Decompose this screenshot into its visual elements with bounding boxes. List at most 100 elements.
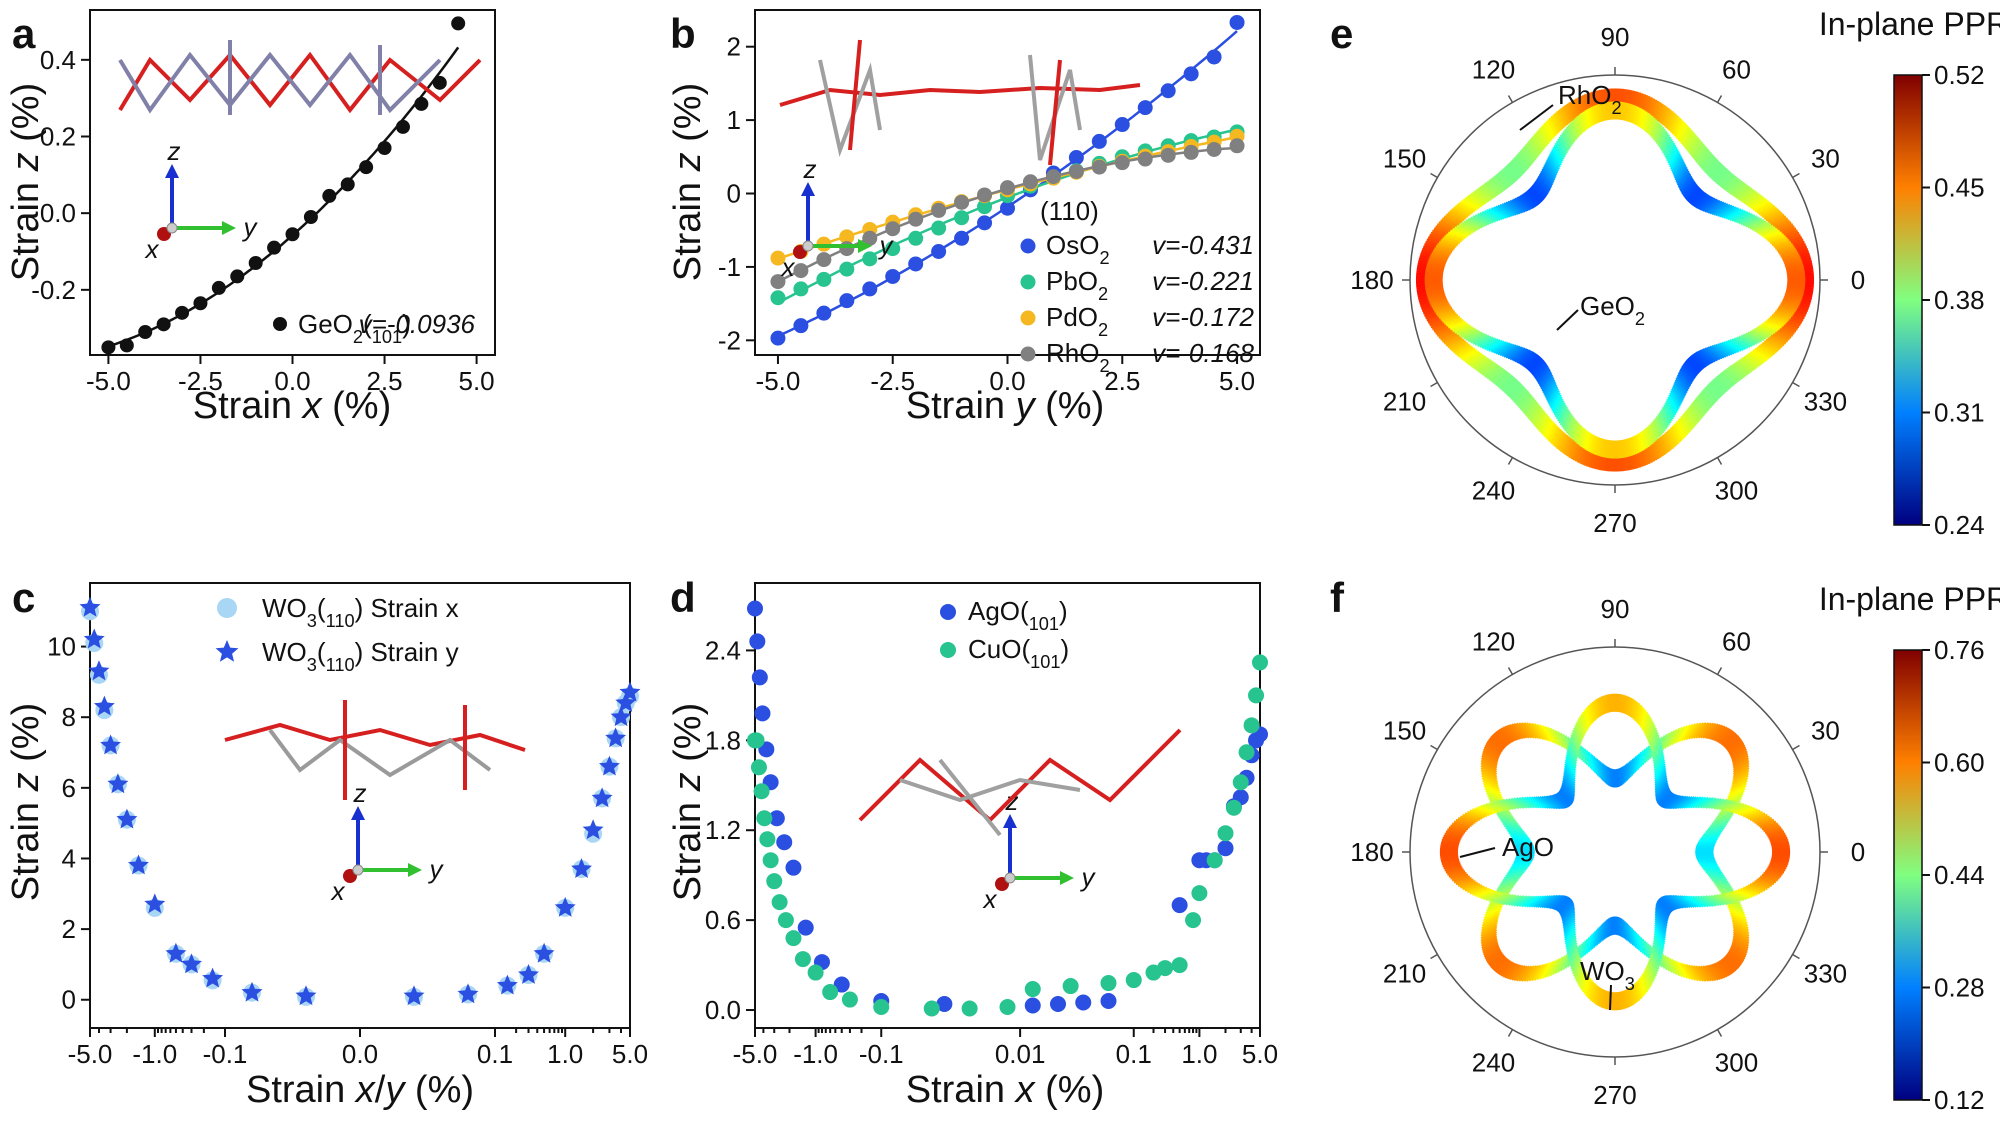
polar-curve-segment-geo2 — [1673, 382, 1685, 400]
polar-curve-segment-rho2 — [1540, 416, 1551, 435]
polar-curve-segment-rho2 — [1511, 385, 1526, 402]
polar-curve-segment-rho2 — [1682, 413, 1693, 431]
polar-curve-segment-rho2 — [1665, 431, 1674, 450]
data-point-wo3-strain-y — [241, 981, 263, 1002]
polar-curve-segment-geo2 — [1621, 439, 1626, 458]
polar-curve-segment-geo2 — [1654, 124, 1663, 143]
data-point-geo2 — [211, 280, 226, 295]
polar-curve-segment-geo2 — [1641, 111, 1648, 130]
polar-curve-segment-ago — [1692, 722, 1705, 739]
polar-curve-segment-rho2 — [1537, 129, 1548, 147]
polar-curve-segment-geo2 — [1619, 439, 1624, 459]
polar-curve-segment-wo3 — [1732, 804, 1751, 814]
polar-curve-segment-ago — [1486, 950, 1503, 965]
polar-curve-segment-rho2 — [1707, 161, 1722, 178]
polar-curve-segment-rho2 — [1480, 362, 1498, 376]
polar-curve-segment-rho2 — [1676, 420, 1687, 438]
data-point-cuo — [1206, 852, 1223, 869]
polar-curve-segment-wo3 — [1759, 875, 1779, 882]
data-point-wo3-strain-y — [496, 974, 518, 995]
polar-curve-segment-geo2 — [1599, 103, 1605, 122]
polar-curve-segment-geo2 — [1543, 164, 1556, 182]
polar-curve-segment-rho2 — [1715, 170, 1731, 185]
polar-curve-segment-ago — [1548, 727, 1560, 746]
polar-curve-segment-geo2 — [1670, 152, 1681, 170]
polar-curve-segment-rho2 — [1692, 400, 1705, 418]
polar-curve-segment-ago — [1543, 960, 1555, 979]
data-point-pdo2 — [839, 229, 855, 245]
polar-curve-segment-rho2 — [1754, 201, 1772, 213]
polar-curve-segment-geo2 — [1508, 346, 1525, 361]
polar-curve-segment-wo3 — [1767, 866, 1786, 872]
polar-curve-segment-ago — [1480, 920, 1498, 933]
polar-curve-segment-geo2 — [1628, 437, 1633, 457]
polar-curve-segment-rho2 — [1513, 388, 1528, 405]
x-tick-label: -2.5 — [870, 366, 915, 396]
polar-curve-segment-wo3 — [1595, 986, 1601, 1006]
data-point-cuo — [822, 984, 839, 1001]
polar-curve-segment-rho2 — [1745, 354, 1763, 366]
polar-curve-segment-geo2 — [1639, 431, 1646, 451]
polar-curve-segment-geo2 — [1510, 199, 1527, 213]
polar-curve-segment-ago — [1480, 758, 1498, 772]
polar-curve-segment-rho2 — [1696, 395, 1709, 413]
data-point-cuo — [999, 999, 1016, 1016]
polar-tick — [1430, 172, 1438, 179]
polar-curve-segment-rho2 — [1479, 185, 1496, 199]
polar-curve-segment-ago — [1556, 955, 1567, 973]
polar-curve-segment-rho2 — [1506, 381, 1522, 397]
polar-curve-segment-wo3 — [1726, 802, 1745, 813]
polar-curve-segment-geo2 — [1753, 327, 1772, 337]
polar-curve-segment-wo3 — [1586, 706, 1593, 725]
polar-curve-segment-geo2 — [1512, 198, 1529, 212]
polar-curve-segment-rho2 — [1445, 213, 1464, 223]
polar-curve-segment-geo2 — [1657, 413, 1666, 432]
data-point-oso2 — [1000, 200, 1015, 216]
polar-curve-segment-rho2 — [1439, 332, 1458, 341]
polar-curve-segment-ago — [1679, 724, 1692, 742]
polar-curve-segment-rho2 — [1752, 349, 1770, 360]
polar-curve-segment-geo2 — [1572, 422, 1581, 442]
polar-curve-segment-rho2 — [1731, 183, 1748, 197]
polar-curve-segment-rho2 — [1684, 132, 1696, 150]
polar-curve-segment-wo3 — [1747, 884, 1766, 892]
y-axis-label: y — [878, 230, 895, 260]
polar-curve-segment-rho2 — [1739, 357, 1757, 371]
polar-curve-segment-geo2 — [1570, 421, 1579, 440]
polar-curve-segment-rho2 — [1528, 403, 1541, 421]
polar-curve-segment-wo3 — [1766, 830, 1785, 836]
polar-curve-segment-rho2 — [1458, 201, 1476, 213]
polar-curve-segment-rho2 — [1438, 221, 1457, 230]
data-point-geo2 — [175, 305, 190, 320]
polar-curve-segment-rho2 — [1696, 147, 1709, 165]
polar-curve-segment-wo3 — [1607, 694, 1612, 713]
polar-curve-segment-ago — [1714, 962, 1729, 978]
polar-curve-segment-wo3 — [1622, 695, 1627, 714]
polar-curve-segment-geo2 — [1433, 306, 1453, 313]
polar-curve-segment-wo3 — [1457, 817, 1476, 824]
polar-curve-segment-rho2 — [1506, 163, 1522, 179]
polar-curve-segment-ago — [1730, 745, 1747, 760]
polar-angle-label: 30 — [1811, 144, 1840, 174]
polar-curve-segment-wo3 — [1599, 696, 1604, 716]
polar-curve-segment-rho2 — [1666, 429, 1676, 448]
polar-curve-segment-wo3 — [1768, 864, 1787, 870]
polar-curve-segment-rho2 — [1756, 203, 1774, 214]
polar-curve-segment-geo2 — [1676, 167, 1689, 185]
polar-curve-segment-geo2 — [1781, 300, 1800, 306]
polar-curve-segment-geo2 — [1449, 322, 1468, 331]
panel-letter-a: a — [12, 10, 36, 57]
polar-curve-segment-rho2 — [1642, 446, 1649, 466]
legend-nu-pdo2: v=-0.172 — [1152, 302, 1254, 332]
x-tick-label: 5.0 — [1219, 366, 1255, 396]
polar-curve-segment-ago — [1535, 723, 1548, 741]
x-axis-title: Strain x/y (%) — [246, 1069, 474, 1111]
polar-curve-segment-geo2 — [1632, 105, 1638, 124]
z-axis-label: z — [803, 154, 817, 184]
polar-curve-segment-rho2 — [1759, 206, 1778, 217]
data-point-pbo2 — [839, 261, 855, 277]
polar-curve-segment-wo3 — [1726, 891, 1745, 902]
polar-curve-segment-ago — [1732, 758, 1750, 772]
polar-curve-segment-geo2 — [1551, 148, 1562, 167]
polar-curve-segment-geo2 — [1769, 315, 1788, 323]
